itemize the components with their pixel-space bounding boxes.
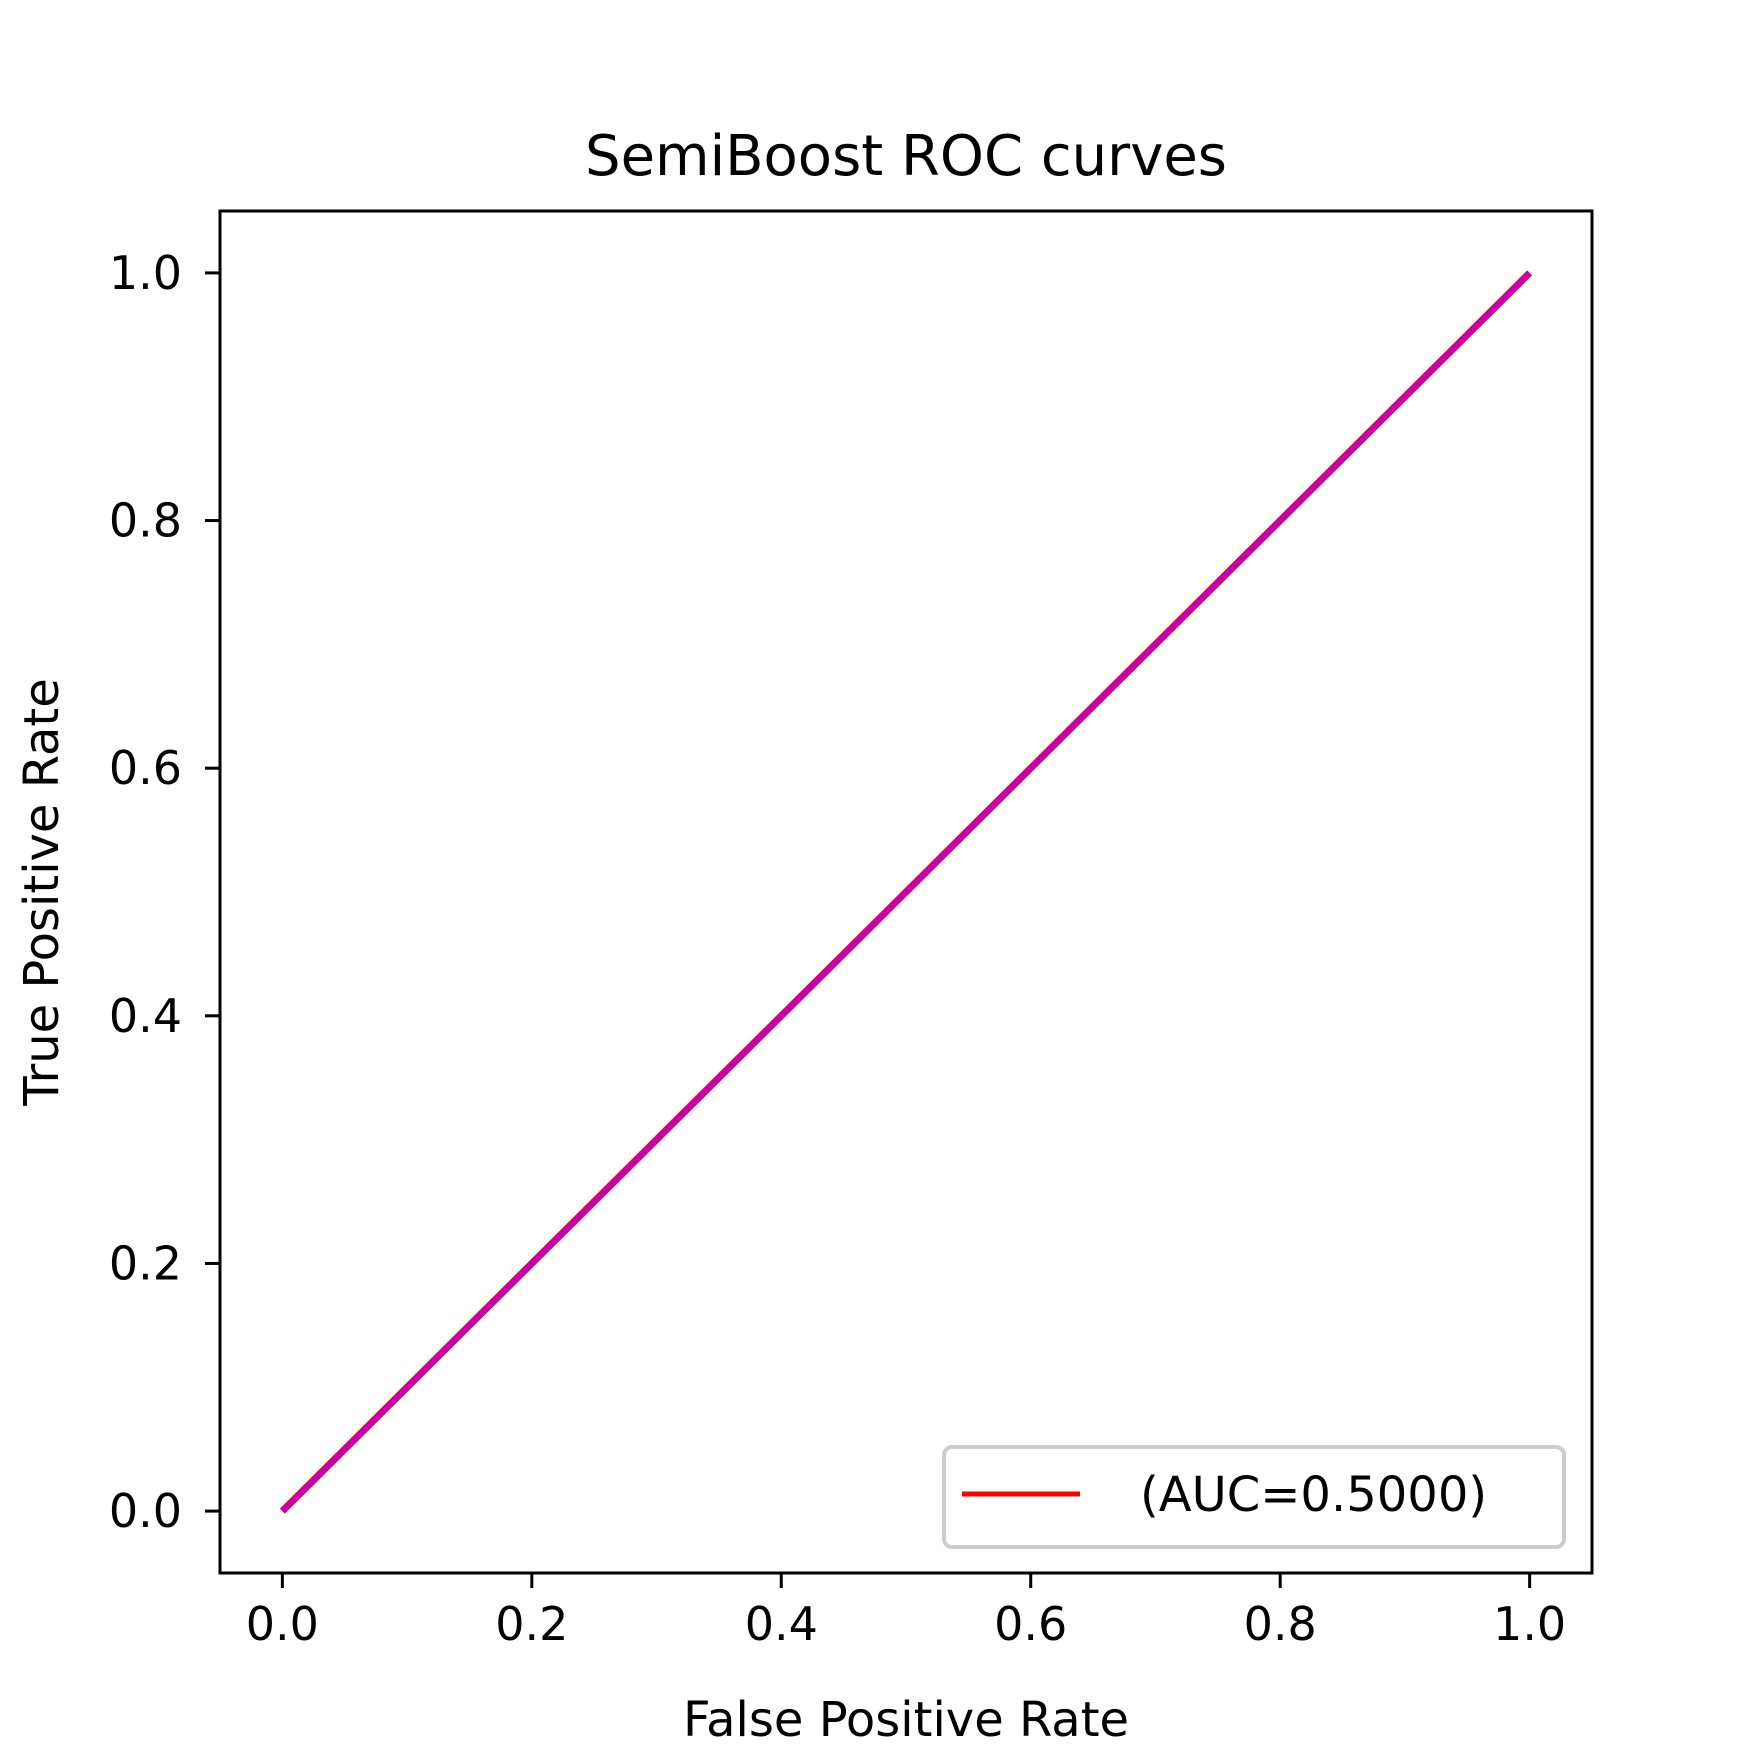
y-axis-label: True Positive Rate <box>14 678 70 1107</box>
legend: (AUC=0.5000) <box>942 1445 1566 1549</box>
y-tick-label: 0.2 <box>109 1236 182 1290</box>
chart-title: SemiBoost ROC curves <box>585 124 1227 189</box>
x-tick-label: 0.2 <box>495 1597 568 1651</box>
x-tick-label: 0.8 <box>1244 1597 1317 1651</box>
y-axis-ticks: 0.0 0.2 0.4 0.6 0.8 1.0 <box>109 246 220 1538</box>
legend-label: (AUC=0.5000) <box>1140 1467 1487 1523</box>
y-tick-label: 0.0 <box>109 1484 182 1538</box>
y-tick-label: 0.6 <box>109 741 182 795</box>
legend-box <box>942 1445 1566 1549</box>
y-tick-label: 1.0 <box>109 246 182 300</box>
x-tick-label: 1.0 <box>1493 1597 1566 1651</box>
series-layer <box>279 270 1533 1514</box>
x-tick-label: 0.0 <box>246 1597 319 1651</box>
x-tick-label: 0.6 <box>994 1597 1067 1651</box>
y-tick-label: 0.4 <box>109 989 182 1043</box>
series-line-1 <box>280 271 1532 1513</box>
y-tick-label: 0.8 <box>109 494 182 548</box>
x-tick-label: 0.4 <box>745 1597 818 1651</box>
x-axis-label: False Positive Rate <box>683 1692 1129 1748</box>
x-axis-ticks: 0.0 0.2 0.4 0.6 0.8 1.0 <box>246 1573 1566 1651</box>
